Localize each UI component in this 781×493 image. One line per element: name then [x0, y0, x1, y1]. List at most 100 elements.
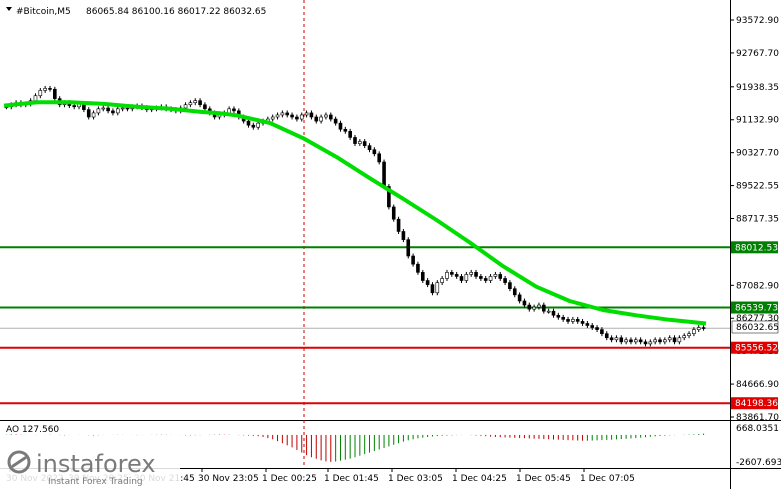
candle-body: [314, 116, 319, 122]
candle-body: [435, 282, 440, 294]
candle-body: [101, 107, 106, 110]
candle-body: [474, 272, 478, 277]
candle-body: [193, 100, 198, 103]
candle-body: [440, 278, 444, 283]
x-tick-label: 1 Dec 01:45: [324, 474, 379, 484]
candle-body: [701, 327, 706, 329]
candle-body: [633, 339, 638, 343]
candle-body: [624, 339, 628, 343]
candle-body: [663, 339, 667, 343]
candle-body: [420, 272, 425, 281]
candle-body: [425, 280, 430, 285]
candle-body: [527, 304, 532, 310]
candle-body: [333, 118, 338, 124]
candle-body: [328, 114, 333, 120]
candle-body: [115, 108, 120, 114]
candle-body: [319, 116, 323, 122]
candle-body: [454, 274, 459, 277]
candle-body: [479, 276, 483, 279]
x-tick-label: 1 Dec 03:05: [388, 474, 443, 484]
candle-body: [256, 122, 260, 128]
ohlc-readout: 86065.84 86100.16 86017.22 86032.65: [86, 7, 266, 17]
candle-body: [396, 218, 401, 232]
y-tick-label: 83861.70: [736, 413, 779, 423]
level-badge-text: 86539.73: [735, 304, 778, 314]
candle-body: [459, 276, 464, 281]
x-tick-label: 1 Dec 00:25: [262, 474, 317, 484]
y-tick-label: 87082.90: [736, 281, 779, 291]
candle-body: [667, 337, 672, 341]
candle-body: [687, 333, 691, 337]
y-tick-label: 93572.90: [736, 16, 779, 26]
candle-body: [387, 186, 391, 208]
candle-body: [372, 149, 377, 155]
candle-body: [677, 337, 682, 343]
dropdown-arrow-icon[interactable]: [6, 7, 12, 11]
candle-body: [406, 239, 411, 257]
level-badge-text: 85556.52: [735, 344, 778, 354]
candle-body: [638, 339, 643, 343]
candle-body: [595, 327, 599, 330]
candle-body: [542, 304, 546, 312]
candle-body: [411, 255, 415, 265]
candle-body: [692, 329, 696, 334]
moving-average: [3, 100, 707, 326]
candle-body: [275, 114, 280, 118]
ao-tick-label: -2607.693: [736, 458, 781, 468]
candle-body: [348, 131, 352, 138]
candle-body: [551, 310, 556, 316]
candle-body: [285, 112, 290, 116]
horizontal-levels[interactable]: [0, 246, 730, 405]
level-badge: [731, 301, 778, 314]
candle-body: [324, 114, 328, 118]
candle-body: [614, 337, 619, 341]
candle-body: [377, 153, 382, 163]
candle-body: [367, 145, 372, 151]
candle-body: [522, 300, 527, 306]
candle-body: [203, 104, 207, 110]
watermark-brand: instaforex: [36, 450, 156, 478]
candle-body: [464, 274, 469, 281]
level-badge-text: 84198.36: [735, 399, 778, 409]
ao-indicator-label: AO 127.560: [6, 425, 59, 435]
candle-body: [498, 274, 503, 279]
candle-body: [585, 323, 590, 326]
candle-body: [72, 105, 76, 108]
level-badges: 88012.53 86539.73 85556.52 84198.36: [731, 241, 778, 410]
candle-body: [450, 272, 454, 275]
candle-body: [609, 337, 614, 341]
y-tick-label: 90327.70: [736, 149, 779, 159]
y-tick-label: 86277.30: [736, 314, 779, 324]
candle-body: [445, 272, 449, 279]
candle-body: [401, 231, 406, 240]
candle-body: [566, 319, 570, 322]
ma-line: [3, 100, 707, 326]
y-tick-label: 84666.90: [736, 380, 779, 390]
x-tick-label: 1 Dec 05:45: [516, 474, 571, 484]
candle-body: [96, 108, 101, 114]
candle-body: [483, 278, 488, 281]
candle-body: [493, 274, 498, 277]
ao-histogram: 668.0351 -2607.693: [5, 420, 781, 468]
candle-body: [648, 341, 653, 345]
instaforex-watermark: instaforex Instant Forex Trading: [0, 444, 180, 489]
candle-body: [198, 100, 202, 106]
level-badge: [731, 341, 778, 354]
y-tick-label: 91938.35: [736, 83, 779, 93]
candle-body: [629, 339, 633, 343]
candle-body: [643, 341, 648, 345]
candle-body: [362, 141, 367, 146]
candle-body: [508, 282, 512, 290]
candle-body: [682, 335, 687, 339]
candle-body: [106, 107, 110, 112]
candle-body: [338, 122, 343, 130]
instaforex-logo-icon: [7, 450, 31, 474]
candle-body: [309, 112, 314, 118]
candle-body: [270, 116, 275, 120]
candle-body: [532, 306, 536, 310]
y-tick-label: 91132.90: [736, 116, 779, 126]
candle-body: [382, 161, 386, 187]
candle-body: [416, 263, 420, 273]
